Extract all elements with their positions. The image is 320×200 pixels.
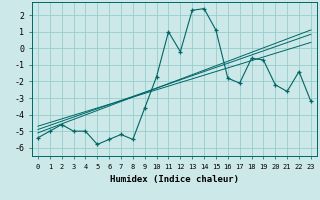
X-axis label: Humidex (Indice chaleur): Humidex (Indice chaleur) bbox=[110, 175, 239, 184]
